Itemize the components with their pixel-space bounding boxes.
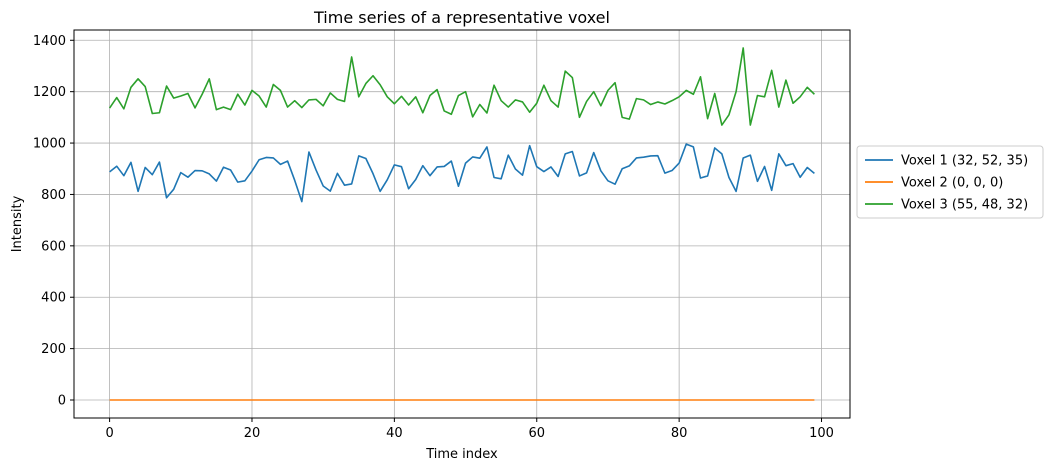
- legend-label-1: Voxel 1 (32, 52, 35): [901, 154, 1028, 169]
- x-tick-label: 0: [105, 426, 113, 441]
- y-axis-label: Intensity: [10, 195, 25, 252]
- legend-label-3: Voxel 3 (55, 48, 32): [901, 198, 1028, 213]
- series-line-3: [108, 47, 815, 126]
- y-tick-label: 400: [41, 291, 66, 306]
- series-line-1: [109, 143, 815, 203]
- y-tick-label: 1000: [33, 137, 66, 152]
- chart-title: Time series of a representative voxel: [313, 8, 610, 27]
- y-tick-label: 1400: [33, 34, 66, 49]
- grid: [74, 30, 850, 418]
- y-tick-label: 200: [41, 342, 66, 357]
- y-tick-label: 0: [58, 394, 66, 409]
- y-axis-ticks: 0 200 400 600 800 1000 1200 1400: [33, 34, 74, 409]
- y-tick-label: 800: [41, 188, 66, 203]
- legend-label-2: Voxel 2 (0, 0, 0): [901, 176, 1003, 191]
- legend-box: [856, 145, 1044, 219]
- y-tick-label: 1200: [33, 85, 66, 100]
- legend: Voxel 1 (32, 52, 35) Voxel 2 (0, 0, 0) Vox…: [856, 145, 1044, 219]
- plot-frame: [73, 29, 851, 419]
- x-tick-label: 100: [809, 426, 834, 441]
- x-axis-ticks: 0 20 40 60 80 100: [105, 418, 834, 441]
- x-tick-label: 80: [671, 426, 688, 441]
- series-lines: [108, 47, 815, 401]
- x-tick-label: 20: [244, 426, 261, 441]
- x-tick-label: 60: [528, 426, 545, 441]
- y-tick-label: 600: [41, 239, 66, 254]
- x-tick-label: 40: [386, 426, 403, 441]
- x-axis-label: Time index: [425, 447, 498, 462]
